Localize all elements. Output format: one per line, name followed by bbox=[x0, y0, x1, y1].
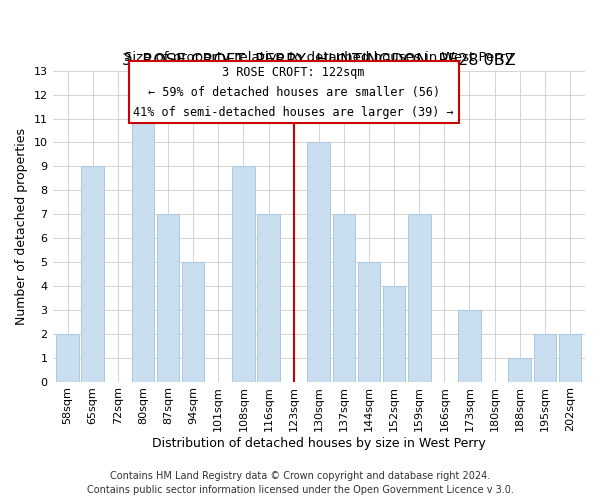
Bar bbox=[508, 358, 531, 382]
Bar bbox=[332, 214, 355, 382]
Bar bbox=[559, 334, 581, 382]
Bar bbox=[82, 166, 104, 382]
Bar bbox=[358, 262, 380, 382]
Bar bbox=[232, 166, 255, 382]
Bar bbox=[383, 286, 406, 382]
Bar bbox=[408, 214, 431, 382]
Bar bbox=[307, 142, 330, 382]
Bar bbox=[56, 334, 79, 382]
Text: Size of property relative to detached houses in West Perry: Size of property relative to detached ho… bbox=[124, 52, 513, 64]
Y-axis label: Number of detached properties: Number of detached properties bbox=[15, 128, 28, 324]
Title: 3, ROSE CROFT, PERRY, HUNTINGDON, PE28 0BZ: 3, ROSE CROFT, PERRY, HUNTINGDON, PE28 0… bbox=[122, 53, 515, 68]
Bar bbox=[182, 262, 205, 382]
X-axis label: Distribution of detached houses by size in West Perry: Distribution of detached houses by size … bbox=[152, 437, 485, 450]
Bar bbox=[131, 118, 154, 382]
Text: 3 ROSE CROFT: 122sqm
← 59% of detached houses are smaller (56)
41% of semi-detac: 3 ROSE CROFT: 122sqm ← 59% of detached h… bbox=[133, 66, 454, 118]
Bar bbox=[533, 334, 556, 382]
Text: Contains HM Land Registry data © Crown copyright and database right 2024.
Contai: Contains HM Land Registry data © Crown c… bbox=[86, 471, 514, 495]
Bar bbox=[458, 310, 481, 382]
Bar bbox=[257, 214, 280, 382]
Bar bbox=[157, 214, 179, 382]
